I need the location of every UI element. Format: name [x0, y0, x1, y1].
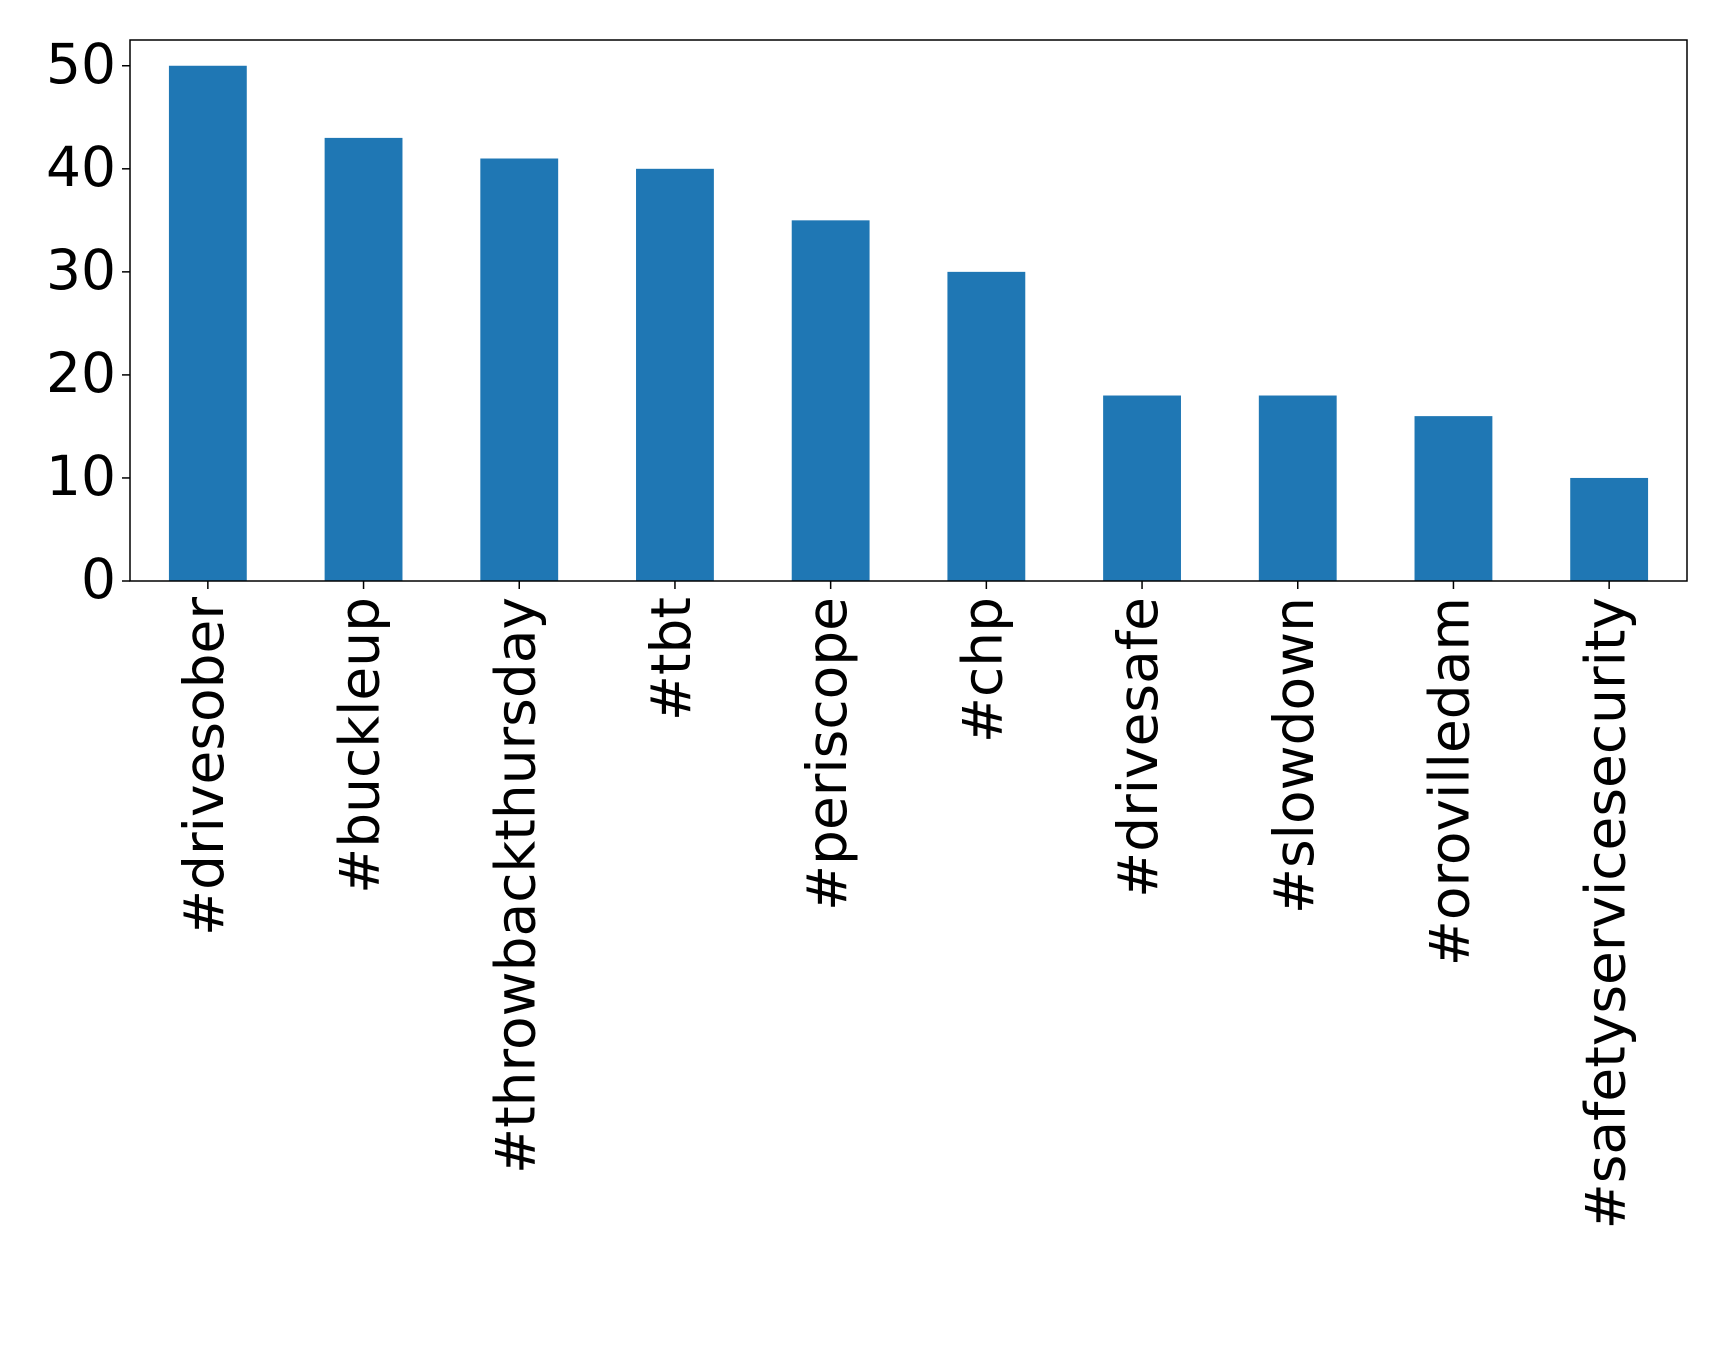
bar	[1103, 395, 1181, 581]
x-tick-label: #buckleup	[328, 597, 392, 894]
plot-frame	[129, 39, 1688, 582]
x-tick-label: #slowdown	[1262, 597, 1326, 914]
x-tick-label: #throwbackthursday	[483, 597, 547, 1174]
y-tick-label: 40	[46, 135, 116, 199]
y-tick-label: 30	[46, 238, 116, 302]
x-tick-label: #safetyservicesecurity	[1573, 597, 1637, 1229]
x-tick-label: #orovilledam	[1418, 597, 1482, 966]
bar	[947, 271, 1026, 581]
x-tick-label: #drivesober	[172, 597, 236, 936]
x-tick-label: #periscope	[795, 597, 859, 911]
bar	[1258, 395, 1337, 581]
y-tick-label: 0	[81, 547, 116, 611]
bar	[791, 220, 870, 582]
x-tick-label: #drivesafe	[1106, 597, 1170, 898]
bar	[1570, 477, 1649, 581]
bar	[324, 137, 403, 581]
bar	[480, 158, 559, 581]
bar	[1414, 416, 1493, 581]
y-tick-label: 20	[46, 341, 116, 405]
y-tick-label: 50	[46, 32, 116, 96]
y-tick-label: 10	[46, 444, 116, 508]
bar	[636, 168, 714, 582]
x-tick-label: #chp	[950, 597, 1014, 743]
bar	[168, 65, 247, 581]
x-tick-label: #tbt	[639, 597, 703, 721]
